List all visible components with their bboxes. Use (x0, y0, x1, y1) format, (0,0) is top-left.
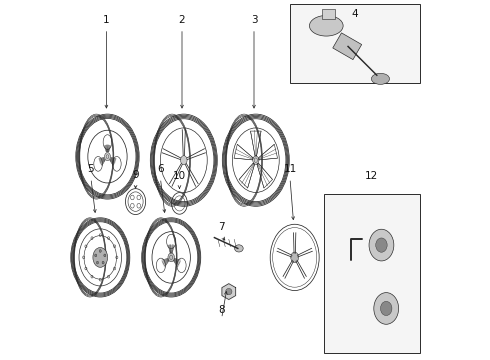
Text: 2: 2 (179, 15, 185, 25)
Bar (322, 9, 335, 19)
Ellipse shape (310, 15, 343, 36)
Ellipse shape (253, 156, 259, 165)
Text: 11: 11 (283, 164, 296, 174)
Ellipse shape (104, 153, 110, 161)
Ellipse shape (371, 73, 390, 84)
Text: 10: 10 (173, 171, 186, 181)
Ellipse shape (102, 261, 104, 264)
Text: 7: 7 (218, 222, 225, 232)
Bar (333, 33, 362, 60)
Polygon shape (222, 284, 236, 300)
Ellipse shape (369, 229, 394, 261)
Bar (324, 194, 419, 353)
Ellipse shape (376, 238, 387, 252)
Ellipse shape (225, 288, 232, 295)
Text: 8: 8 (218, 305, 225, 315)
Ellipse shape (95, 254, 97, 257)
Text: 1: 1 (103, 15, 110, 25)
Ellipse shape (93, 248, 108, 267)
Text: 9: 9 (132, 170, 139, 180)
Ellipse shape (291, 252, 298, 263)
Text: 12: 12 (365, 171, 378, 181)
Ellipse shape (235, 245, 243, 252)
Bar (290, 4, 419, 83)
Ellipse shape (97, 261, 98, 264)
Ellipse shape (104, 254, 106, 257)
Ellipse shape (374, 293, 398, 324)
Ellipse shape (99, 249, 101, 252)
Ellipse shape (168, 253, 174, 262)
Text: 3: 3 (251, 15, 257, 25)
Ellipse shape (180, 156, 187, 165)
Text: 4: 4 (351, 9, 358, 19)
Ellipse shape (381, 301, 392, 316)
Text: 5: 5 (88, 164, 94, 174)
Text: 6: 6 (157, 164, 164, 174)
